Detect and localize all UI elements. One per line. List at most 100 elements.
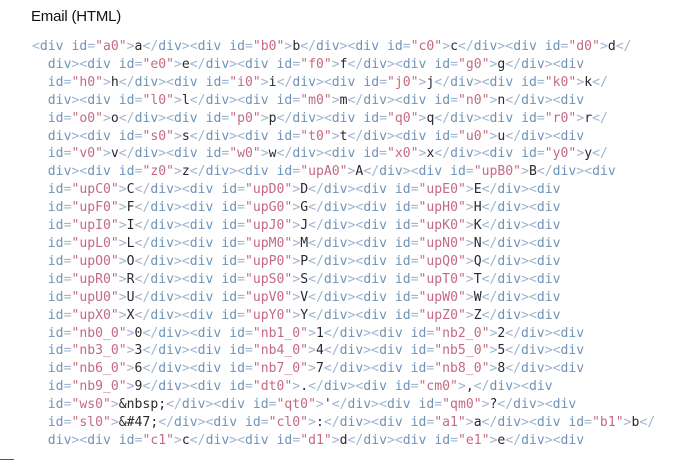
code-token: </ bbox=[481, 218, 498, 234]
code-token: div bbox=[560, 128, 585, 144]
code-token: > bbox=[489, 56, 498, 72]
code-token: 3 bbox=[134, 343, 143, 359]
code-token: x bbox=[426, 146, 435, 162]
code-token: > bbox=[544, 343, 553, 359]
code-token: = bbox=[63, 110, 72, 126]
code-token: = bbox=[134, 56, 143, 72]
code-token: > bbox=[158, 146, 167, 162]
code-token: > bbox=[197, 415, 206, 431]
code-token: "upY0" bbox=[245, 307, 293, 323]
code-token: div bbox=[489, 110, 514, 126]
code-token: "nb0_0" bbox=[71, 325, 127, 341]
code-token: div bbox=[189, 307, 214, 323]
code-token: id bbox=[47, 271, 64, 287]
code-token: e bbox=[497, 432, 506, 448]
code-token: </ bbox=[505, 432, 522, 448]
code-token: > bbox=[465, 182, 474, 198]
code-token: < bbox=[355, 235, 364, 251]
code-token: </ bbox=[142, 325, 159, 341]
code-token: b bbox=[631, 415, 640, 431]
code-token: = bbox=[410, 200, 419, 216]
code-token: </ bbox=[481, 253, 498, 269]
code-token: "upT0" bbox=[418, 271, 466, 287]
code-token: div bbox=[323, 182, 348, 198]
code-token: = bbox=[63, 235, 72, 251]
code-token: "upK0" bbox=[418, 218, 466, 234]
code-token: div bbox=[560, 325, 585, 341]
code-token: "b0" bbox=[252, 39, 285, 54]
code-token: div bbox=[489, 74, 514, 90]
code-token: > bbox=[465, 289, 474, 305]
code-token: = bbox=[244, 379, 253, 395]
code-token: > bbox=[103, 74, 111, 90]
code-token: </ bbox=[473, 379, 490, 395]
code-token: </ bbox=[505, 56, 522, 72]
code-token: > bbox=[229, 128, 238, 144]
code-token: div bbox=[536, 235, 561, 251]
code-token: > bbox=[521, 253, 529, 269]
code-token: = bbox=[410, 289, 419, 305]
code-token: > bbox=[118, 307, 127, 323]
code-token: id bbox=[276, 128, 293, 144]
code-token: > bbox=[442, 39, 451, 54]
code-token: </ bbox=[308, 200, 324, 216]
code-token: id bbox=[394, 182, 411, 198]
code-token: div bbox=[197, 39, 222, 54]
code-token: div bbox=[497, 200, 522, 216]
code-token: div bbox=[150, 271, 174, 287]
code-token: div bbox=[197, 343, 222, 359]
code-token: "upU0" bbox=[71, 289, 119, 305]
code-token: "upR0" bbox=[71, 271, 119, 287]
code-token bbox=[198, 75, 206, 90]
code-token: </ bbox=[323, 325, 340, 341]
code-token: > bbox=[347, 200, 356, 216]
code-line: div><div id="l0">l</div><div id="m0">m</… bbox=[32, 92, 655, 110]
code-token: 9 bbox=[134, 379, 143, 395]
code-token: = bbox=[63, 415, 72, 431]
code-token: > bbox=[331, 92, 340, 108]
code-token: id bbox=[47, 361, 64, 377]
code-token: div bbox=[205, 128, 230, 144]
code-token: < bbox=[355, 289, 364, 305]
code-token bbox=[269, 93, 277, 108]
code-token: > bbox=[292, 182, 301, 198]
code-token: > bbox=[181, 343, 190, 359]
code-token: = bbox=[134, 128, 143, 144]
code-token: id bbox=[521, 74, 537, 90]
code-token: div bbox=[174, 110, 198, 126]
code-token: < bbox=[528, 253, 537, 269]
code-token: div bbox=[323, 271, 348, 287]
code-token: < bbox=[213, 397, 222, 413]
code-token: = bbox=[450, 92, 458, 108]
code-token: div bbox=[205, 164, 230, 180]
code-token: P bbox=[300, 253, 309, 269]
code-token: "e1" bbox=[457, 432, 490, 448]
code-token: > bbox=[174, 289, 182, 305]
code-token: div bbox=[323, 235, 348, 251]
code-token: "nb3_0" bbox=[71, 343, 127, 359]
code-token: div bbox=[205, 432, 230, 448]
code-token: div bbox=[497, 271, 522, 287]
code-token bbox=[387, 236, 395, 251]
code-token: > bbox=[347, 271, 356, 287]
code-token: > bbox=[316, 110, 324, 126]
code-token: = bbox=[63, 289, 72, 305]
code-token: u bbox=[497, 128, 506, 144]
code-token: div bbox=[158, 39, 182, 54]
code-token: id bbox=[221, 182, 238, 198]
code-token: < bbox=[528, 200, 537, 216]
code-token: div bbox=[521, 325, 545, 341]
code-token: id bbox=[47, 307, 64, 323]
code-token: id bbox=[118, 56, 135, 72]
code-token: id bbox=[205, 146, 222, 162]
code-token: div bbox=[363, 271, 387, 287]
code-token: div bbox=[497, 253, 522, 269]
code-line: <div id="a0">a</div><div id="b0">b</div>… bbox=[32, 38, 655, 56]
code-token: < bbox=[237, 128, 245, 144]
code-token: = bbox=[450, 128, 458, 144]
code-line: id="upO0">O</div><div id="upP0">P</div><… bbox=[32, 253, 655, 271]
code-token: > bbox=[126, 325, 135, 341]
code-token: id bbox=[71, 39, 88, 54]
code-token: id bbox=[418, 397, 435, 413]
code-token: id bbox=[47, 182, 64, 198]
